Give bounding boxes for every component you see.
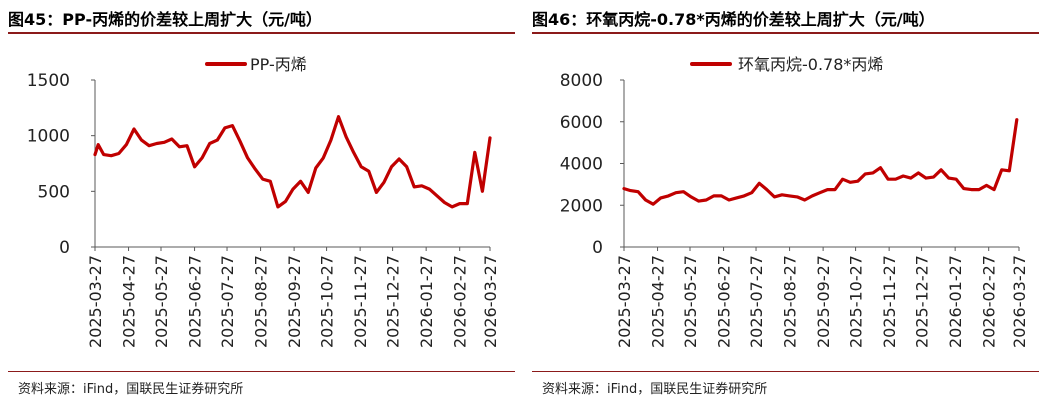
x-tick-label: 2025-07-27 bbox=[747, 255, 766, 348]
x-tick-label: 2025-08-27 bbox=[252, 255, 271, 348]
x-tick-label: 2025-05-27 bbox=[152, 255, 171, 348]
chart-panel-po: 图46：环氧丙烷-0.78*丙烯的价差较上周扩大（元/吨） 0 2000 4000 6… bbox=[524, 0, 1047, 402]
title-divider bbox=[8, 32, 515, 34]
legend-label: 环氧丙烷-0.78*丙烯 bbox=[738, 55, 883, 74]
x-tick-label: 2026-03-27 bbox=[481, 255, 500, 348]
x-tick-label: 2026-02-27 bbox=[451, 255, 470, 348]
x-tick-label: 2025-03-27 bbox=[86, 255, 105, 348]
x-tick-label: 2026-01-27 bbox=[417, 255, 436, 348]
y-tick-label: 6000 bbox=[560, 113, 603, 133]
series-line bbox=[93, 115, 492, 209]
x-tick-label: 2026-02-27 bbox=[980, 255, 999, 348]
x-tick-label: 2025-06-27 bbox=[715, 255, 734, 348]
x-tick-label: 2025-09-27 bbox=[285, 255, 304, 348]
source-note: 资料来源：iFind，国联民生证券研究所 bbox=[542, 382, 768, 397]
x-tick-label: 2025-10-27 bbox=[847, 255, 866, 348]
x-tick-label: 2025-10-27 bbox=[318, 255, 337, 348]
chart-title: 图46：环氧丙烷-0.78*丙烯的价差较上周扩大（元/吨） bbox=[532, 10, 935, 29]
series-line bbox=[622, 118, 1019, 206]
x-tick-label: 2025-12-27 bbox=[913, 255, 932, 348]
y-tick-label: 4000 bbox=[560, 155, 603, 175]
chart-title: 图45：PP-丙烯的价差较上周扩大（元/吨） bbox=[8, 10, 322, 29]
source-note: 资料来源：iFind，国联民生证券研究所 bbox=[18, 382, 244, 397]
x-tick-label: 2025-09-27 bbox=[814, 255, 833, 348]
y-tick-label: 1000 bbox=[27, 127, 70, 147]
pp-propylene-spread-chart: 0 500 1000 1500 2025-03-27 2025-04-27 2025-05-… bbox=[27, 55, 500, 348]
po-propylene-spread-chart: 0 2000 4000 6000 8000 2025-03-27 2025-04-27 202… bbox=[560, 55, 1029, 348]
x-tick-label: 2025-06-27 bbox=[186, 255, 205, 348]
x-tick-label: 2026-01-27 bbox=[946, 255, 965, 348]
x-tick-label: 2025-04-27 bbox=[120, 255, 139, 348]
x-tick-label: 2025-03-27 bbox=[615, 255, 634, 348]
x-tick-label: 2025-11-27 bbox=[880, 255, 899, 348]
x-tick-label: 2025-07-27 bbox=[218, 255, 237, 348]
chart-panel-pp: 图45：PP-丙烯的价差较上周扩大（元/吨） 0 500 1000 1500 2025-… bbox=[0, 0, 523, 402]
source-divider bbox=[532, 371, 1039, 372]
x-tick-label: 2025-12-27 bbox=[384, 255, 403, 348]
y-tick-label: 1500 bbox=[27, 71, 70, 91]
y-tick-label: 0 bbox=[59, 238, 70, 258]
y-tick-label: 0 bbox=[592, 238, 603, 258]
source-divider bbox=[8, 371, 515, 372]
y-tick-label: 8000 bbox=[560, 71, 603, 91]
y-tick-label: 2000 bbox=[560, 196, 603, 216]
y-tick-label: 500 bbox=[38, 182, 70, 202]
x-tick-label: 2025-04-27 bbox=[649, 255, 668, 348]
x-tick-label: 2025-11-27 bbox=[351, 255, 370, 348]
x-tick-label: 2025-08-27 bbox=[781, 255, 800, 348]
title-divider bbox=[532, 32, 1039, 34]
x-tick-label: 2025-05-27 bbox=[681, 255, 700, 348]
legend-label: PP-丙烯 bbox=[250, 55, 307, 74]
x-tick-label: 2026-03-27 bbox=[1010, 255, 1029, 348]
